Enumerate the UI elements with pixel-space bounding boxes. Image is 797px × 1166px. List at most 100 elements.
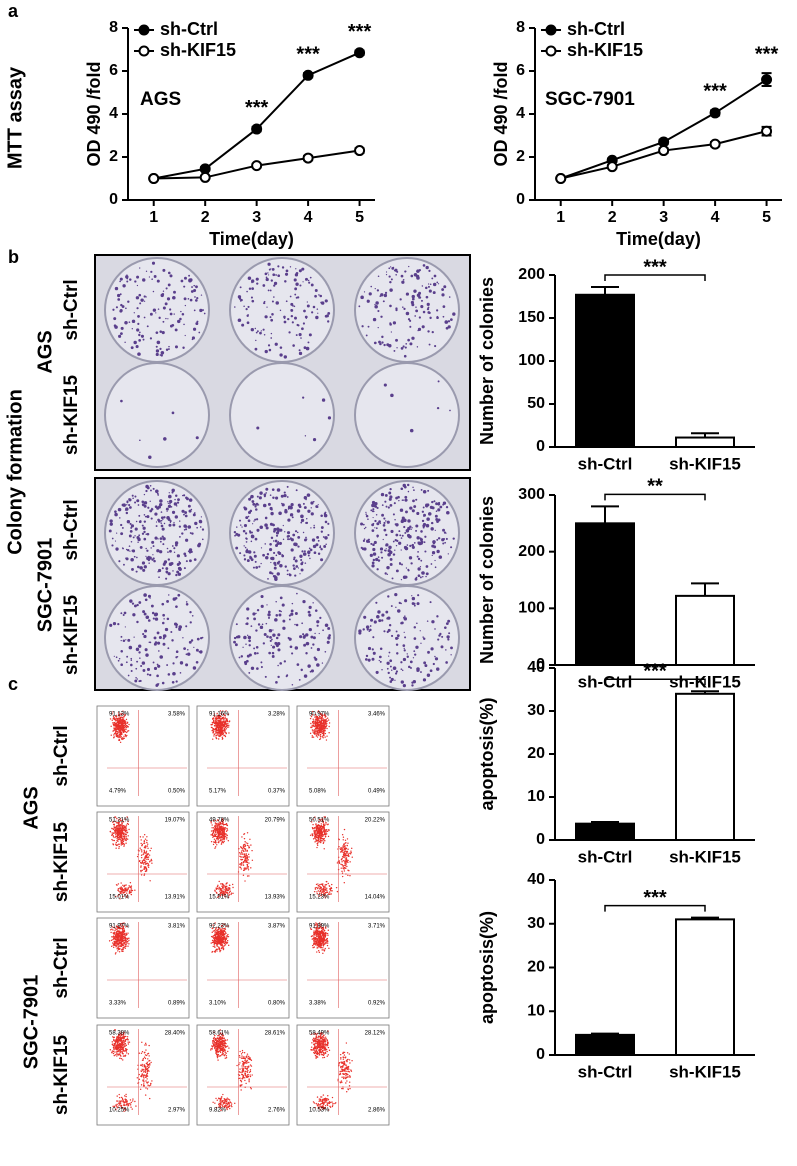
colony (120, 524, 122, 526)
colony (277, 648, 280, 651)
colony (139, 439, 141, 441)
colony (305, 562, 307, 564)
colony (412, 602, 415, 605)
colony (372, 548, 375, 551)
colony (278, 512, 282, 516)
colony (139, 657, 141, 659)
flow-dot (216, 824, 217, 825)
flow-dot (129, 887, 130, 888)
flow-dot (221, 886, 222, 887)
flow-dot (123, 841, 124, 842)
colony (242, 647, 243, 648)
colony (325, 299, 328, 302)
colony (287, 496, 289, 498)
flow-dot (210, 834, 211, 835)
flow-dot (127, 730, 128, 731)
quadrant-percent: 91.97% (109, 924, 130, 930)
colony (420, 643, 421, 644)
colony (266, 307, 267, 308)
flow-dot (343, 839, 344, 840)
flow-dot (226, 733, 227, 734)
colony (150, 271, 152, 273)
colony (162, 622, 165, 625)
colony (264, 315, 267, 318)
flow-dot (225, 942, 226, 943)
colony (138, 294, 141, 297)
colony (163, 643, 166, 646)
flow-dot (222, 738, 223, 739)
colony (185, 335, 186, 336)
colony (385, 611, 388, 614)
quadrant-percent: 5.08% (309, 789, 327, 795)
colony (156, 331, 159, 334)
colony (150, 337, 152, 339)
flow-dot (226, 828, 227, 829)
colony (130, 558, 134, 562)
colony (287, 519, 290, 522)
colony (167, 318, 168, 319)
colony (433, 663, 435, 665)
flow-dot (145, 867, 146, 868)
colony (133, 341, 136, 344)
flow-dot (245, 857, 246, 858)
colony (388, 344, 391, 347)
flow-dot (217, 830, 218, 831)
flow-dot (122, 828, 123, 829)
colony (396, 545, 397, 546)
colony (148, 619, 151, 622)
colony (365, 512, 366, 513)
colony (158, 519, 159, 520)
colony (373, 517, 374, 518)
colony (371, 564, 374, 567)
colony (130, 530, 133, 533)
colony (295, 317, 296, 318)
colony (296, 334, 298, 336)
colony (301, 268, 304, 271)
flow-dot (337, 891, 338, 892)
colony (394, 680, 395, 681)
colony (404, 532, 406, 534)
colony (156, 675, 159, 678)
colony (310, 636, 313, 639)
colony (434, 275, 437, 278)
flow-dot (122, 945, 123, 946)
flow-dot (242, 848, 243, 849)
colony (281, 554, 283, 556)
colony (162, 543, 164, 545)
colony (252, 503, 255, 506)
colony (185, 625, 187, 627)
flow-dot (124, 729, 125, 730)
colony (258, 566, 260, 568)
flow-dot (222, 826, 223, 827)
colony (179, 536, 181, 538)
colony (443, 285, 446, 288)
colony (182, 347, 184, 349)
colony (327, 534, 329, 536)
colony (415, 499, 417, 501)
flow-dot (114, 719, 115, 720)
flow-dot (115, 732, 116, 733)
colony (408, 535, 411, 538)
colony (411, 275, 414, 278)
colony (201, 294, 202, 295)
colony (259, 491, 262, 494)
flow-dot (111, 940, 112, 941)
flow-dot (116, 948, 117, 949)
colony (432, 555, 433, 556)
colony (433, 542, 435, 544)
flow-dot (244, 844, 245, 845)
colony (158, 569, 161, 572)
flow-dot (110, 932, 111, 933)
colony (368, 539, 370, 541)
colony (168, 272, 171, 275)
colony (381, 557, 383, 559)
colony (179, 525, 181, 527)
colony (388, 267, 390, 269)
flow-dot (118, 737, 119, 738)
colony (251, 300, 254, 303)
colony (390, 504, 393, 507)
colony (410, 660, 413, 663)
colony (109, 624, 112, 627)
flow-dot (243, 847, 244, 848)
flow-dot (118, 848, 119, 849)
